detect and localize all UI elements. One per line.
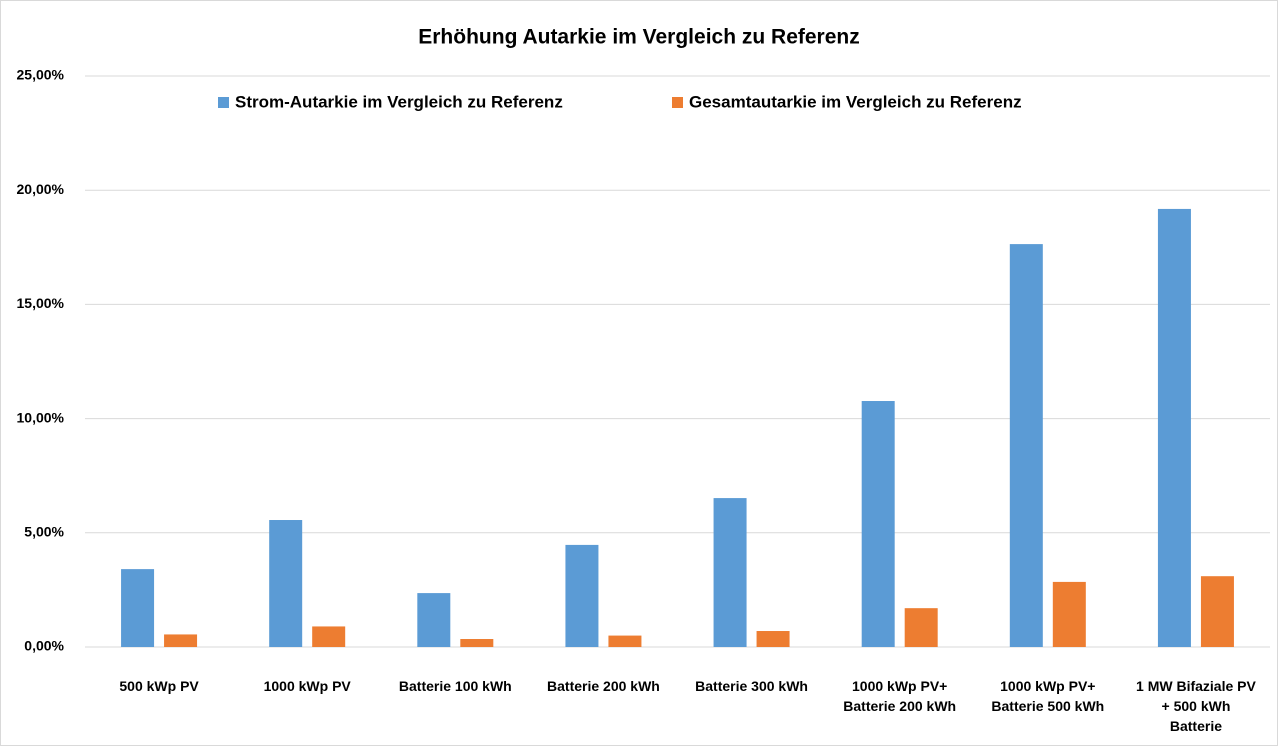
- y-tick-label: 25,00%: [17, 67, 65, 83]
- x-tick-label: Batterie 100 kWh: [398, 678, 512, 694]
- bar: [904, 608, 938, 647]
- y-tick-label: 20,00%: [17, 181, 65, 197]
- bar: [1052, 581, 1086, 647]
- legend-label: Strom-Autarkie im Vergleich zu Referenz: [235, 92, 563, 111]
- bar: [121, 569, 155, 647]
- bar: [1009, 244, 1043, 647]
- bar: [269, 520, 303, 647]
- bar: [756, 631, 790, 647]
- y-tick-label: 10,00%: [17, 409, 65, 425]
- legend-swatch: [218, 97, 229, 108]
- bar: [460, 639, 494, 647]
- bar: [164, 634, 198, 647]
- y-tick-label: 15,00%: [17, 295, 65, 311]
- x-tick-label: 1000 kWp PV+ Batterie 500 kWh: [991, 678, 1105, 714]
- bar: [565, 544, 599, 647]
- y-tick-label: 5,00%: [24, 524, 64, 540]
- x-tick-label: 1 MW Bifaziale PV + 500 kWh Batterie: [1136, 678, 1256, 734]
- bar: [417, 593, 451, 647]
- y-tick-label: 0,00%: [24, 638, 64, 654]
- x-tick-label: Batterie 200 kWh: [547, 678, 660, 694]
- legend-swatch: [672, 97, 683, 108]
- x-tick-label: 500 kWp PV: [119, 678, 199, 694]
- bar: [312, 626, 346, 647]
- chart-title: Erhöhung Autarkie im Vergleich zu Refere…: [418, 26, 859, 49]
- bar: [1157, 208, 1191, 647]
- bar: [608, 635, 642, 647]
- legend-label: Gesamtautarkie im Vergleich zu Referenz: [689, 92, 1022, 111]
- bar: [1200, 576, 1234, 647]
- bar: [861, 401, 895, 647]
- bar: [713, 498, 747, 647]
- x-tick-label: 1000 kWp PV+ Batterie 200 kWh: [843, 678, 957, 714]
- x-tick-label: 1000 kWp PV: [263, 678, 351, 694]
- x-tick-label: Batterie 300 kWh: [695, 678, 808, 694]
